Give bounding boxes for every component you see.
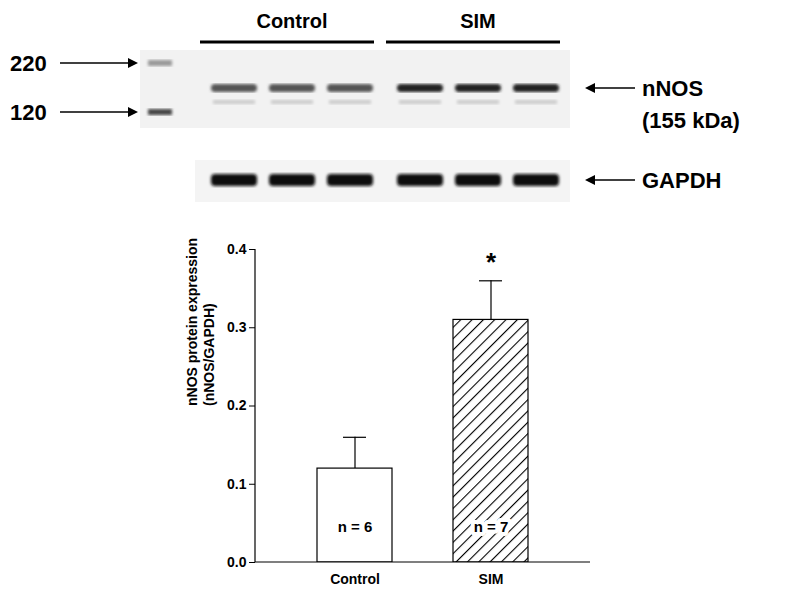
svg-text:0.1: 0.1 [227, 476, 247, 492]
svg-text:120: 120 [10, 100, 47, 125]
svg-text:Control: Control [330, 571, 380, 587]
svg-text:(155 kDa): (155 kDa) [642, 108, 740, 133]
svg-text:SIM: SIM [460, 10, 496, 32]
svg-text:0.3: 0.3 [227, 319, 247, 335]
svg-text:*: * [486, 247, 497, 277]
svg-text:GAPDH: GAPDH [642, 168, 721, 193]
svg-text:0.4: 0.4 [227, 241, 247, 257]
svg-text:0.2: 0.2 [227, 397, 247, 413]
svg-text:n = 7: n = 7 [474, 518, 509, 535]
svg-text:nNOS: nNOS [642, 76, 703, 101]
svg-text:220: 220 [10, 51, 47, 76]
svg-text:nNOS protein expression(nNOS/G: nNOS protein expression(nNOS/GAPDH) [184, 238, 217, 406]
svg-text:n = 6: n = 6 [338, 518, 373, 535]
svg-text:Control: Control [256, 10, 327, 32]
svg-text:SIM: SIM [479, 571, 504, 587]
svg-text:0.0: 0.0 [227, 554, 247, 570]
